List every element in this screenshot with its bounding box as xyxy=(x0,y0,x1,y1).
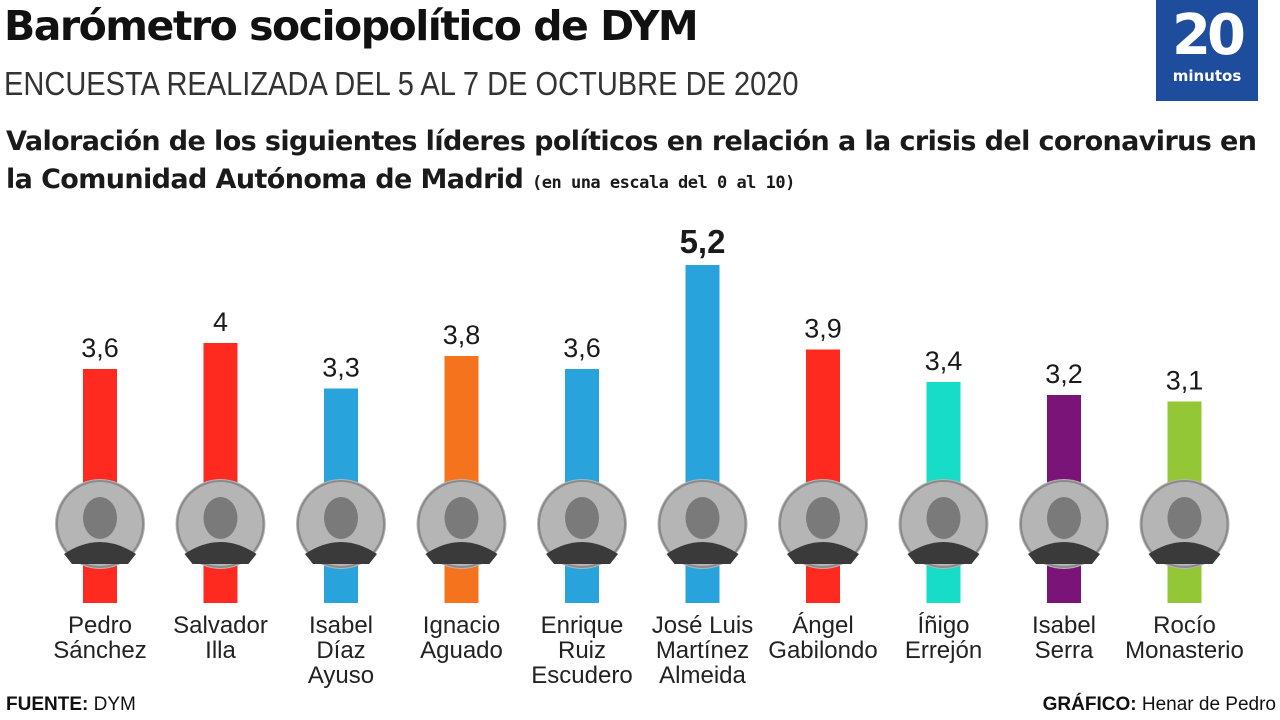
category-label: Ruiz xyxy=(558,637,606,664)
credit-value: Henar de Pedro xyxy=(1141,694,1276,715)
category-label: Ignacio xyxy=(423,612,500,639)
category-label: Pedro xyxy=(68,612,132,639)
portrait-ring xyxy=(1140,480,1229,568)
portrait-head xyxy=(444,497,479,539)
chart-title: Barómetro sociopolítico de DYM xyxy=(4,2,699,50)
portrait-ring xyxy=(779,480,867,568)
portrait-shoulders xyxy=(666,542,739,564)
category-label: Errejón xyxy=(905,637,982,664)
20minutos-logo: 20 minutos xyxy=(1156,0,1258,101)
source-label: FUENTE: xyxy=(6,694,89,715)
credit-note: GRÁFICO: Henar de Pedro xyxy=(1043,694,1276,716)
portrait-ring xyxy=(297,480,385,568)
chart-subtitle: ENCUESTA REALIZADA DEL 5 AL 7 DE OCTUBRE… xyxy=(4,65,799,102)
portrait-head xyxy=(83,497,117,539)
bar-value-label: 5,2 xyxy=(680,223,726,260)
bar-value-label: 3,2 xyxy=(1045,359,1083,389)
bar-value-label: 3,4 xyxy=(925,346,963,376)
portrait-ring xyxy=(176,480,265,568)
question-text: Valoración de los siguientes líderes pol… xyxy=(6,126,1257,195)
source-note: FUENTE: DYM xyxy=(6,694,136,716)
category-label: Illa xyxy=(205,637,236,664)
category-label: Isabel xyxy=(1032,612,1096,639)
bar-value-label: 3,6 xyxy=(81,333,119,363)
source-value: DYM xyxy=(93,694,136,715)
category-label: Ángel xyxy=(792,612,853,639)
portrait-ring xyxy=(1020,480,1108,568)
logo-number: 20 xyxy=(1172,3,1246,68)
category-label: José Luis xyxy=(652,612,753,639)
category-label: Almeida xyxy=(659,662,746,689)
category-label: Gabilondo xyxy=(768,637,877,664)
scale-note: (en una escala del 0 al 10) xyxy=(532,173,795,193)
bar-value-label: 3,9 xyxy=(804,314,842,344)
portrait-ring xyxy=(658,480,747,568)
chart-question: Valoración de los siguientes líderes pol… xyxy=(6,123,1271,202)
bar-value-label: 3,8 xyxy=(443,320,481,350)
portrait-shoulders xyxy=(907,542,980,564)
credit-label: GRÁFICO: xyxy=(1042,694,1137,715)
portrait-shoulders xyxy=(1028,542,1100,564)
portrait-head xyxy=(1167,497,1202,539)
bar-value-label: 3,1 xyxy=(1166,366,1204,396)
portrait-ring xyxy=(899,480,988,568)
portrait-head xyxy=(324,497,358,539)
portrait-head xyxy=(565,497,599,539)
portrait-head xyxy=(1047,497,1081,539)
category-label: Sánchez xyxy=(53,637,146,664)
portrait-ring xyxy=(538,480,626,568)
portrait-shoulders xyxy=(1148,542,1221,564)
category-label: Salvador xyxy=(173,612,268,639)
category-label: Isabel xyxy=(309,612,373,639)
category-label: Escudero xyxy=(531,662,632,689)
category-label: Rocío xyxy=(1153,612,1216,639)
portrait-shoulders xyxy=(64,542,136,564)
portrait-shoulders xyxy=(546,542,618,564)
category-label: Ayuso xyxy=(308,662,374,689)
category-label: Aguado xyxy=(420,637,503,664)
logo-word: minutos xyxy=(1172,67,1242,85)
bar-value-label: 3,6 xyxy=(563,333,601,363)
category-label: Díaz xyxy=(316,637,365,664)
category-label: Serra xyxy=(1035,637,1094,664)
portrait-shoulders xyxy=(305,542,377,564)
portrait-head xyxy=(806,497,840,539)
portrait-ring xyxy=(56,480,144,568)
portrait-head xyxy=(203,497,238,539)
portrait-ring xyxy=(417,480,506,568)
bars-layer: 3,6PedroSánchez4SalvadorIlla3,3IsabelDía… xyxy=(53,223,1244,689)
category-label: Martínez xyxy=(656,637,749,664)
category-label: Enrique xyxy=(541,612,624,639)
portrait-head xyxy=(685,497,720,539)
bar-chart: 3,6PedroSánchez4SalvadorIlla3,3IsabelDía… xyxy=(53,223,1244,689)
category-label: Íñigo xyxy=(917,612,969,639)
portrait-shoulders xyxy=(425,542,498,564)
bar-value-label: 4 xyxy=(213,307,228,337)
portrait-shoulders xyxy=(787,542,859,564)
portrait-shoulders xyxy=(184,542,257,564)
portrait-head xyxy=(926,497,961,539)
category-label: Monasterio xyxy=(1125,637,1244,664)
bar-value-label: 3,3 xyxy=(322,353,360,383)
